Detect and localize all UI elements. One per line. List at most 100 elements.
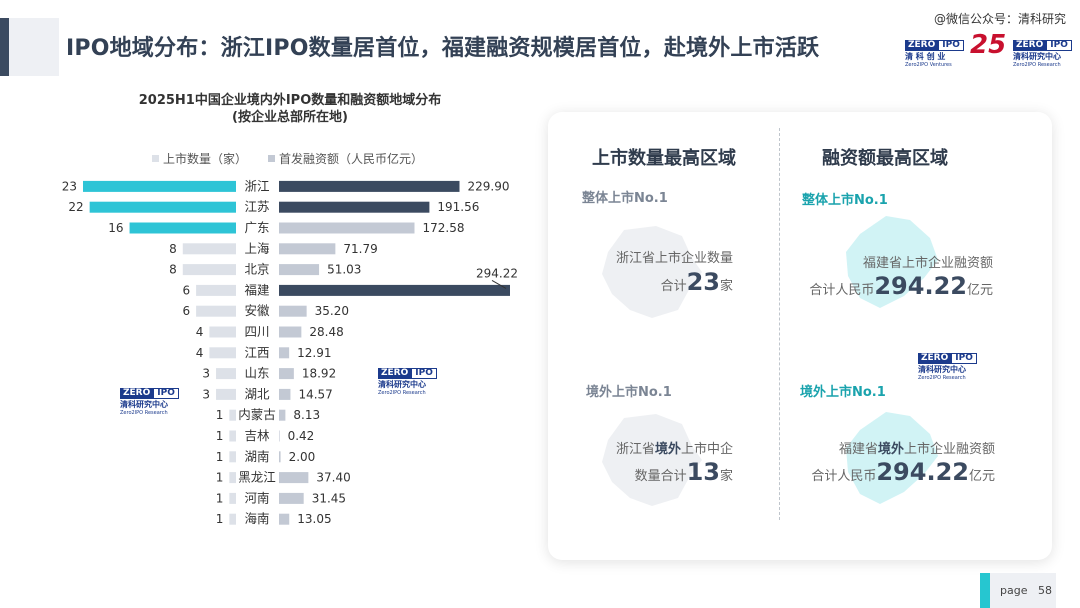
count-label-row-3: 8 <box>169 242 177 256</box>
legend-count: 上市数量（家） <box>152 150 247 167</box>
page-number: page 58 <box>1000 584 1052 597</box>
count-label-row-1: 22 <box>68 200 83 214</box>
right-column-heading: 融资额最高区域 <box>822 148 948 169</box>
zero2ipo-ventures-logo: ZERO IPO 清 科 创 业 Zero2IPO Ventures <box>905 32 964 68</box>
category-label-row-2: 广东 <box>244 220 269 235</box>
chart-subtitle: (按企业总部所在地) <box>232 110 348 125</box>
amount-label-row-7: 28.48 <box>309 325 343 339</box>
left-bottom-number: 13 <box>686 458 720 486</box>
amount-bar-row-15 <box>279 492 304 504</box>
category-label-row-14: 黑龙江 <box>238 470 276 485</box>
amount-bar-row-8 <box>279 347 290 359</box>
amount-bar-row-0 <box>279 180 460 192</box>
right-bottom-number: 294.22 <box>876 458 969 486</box>
right-top-line1: 福建省上市企业融资额 <box>862 256 993 271</box>
count-bar-row-5 <box>196 284 236 296</box>
count-label-row-2: 16 <box>108 221 123 235</box>
chart-research-logo-left: ZERO IPO 清科研究中心 Zero2IPO Research <box>120 380 179 416</box>
count-bar-row-12 <box>229 430 236 442</box>
category-label-row-15: 河南 <box>244 490 269 505</box>
amount-bar-row-4 <box>279 264 320 276</box>
count-bar-row-7 <box>209 326 236 338</box>
zhejiang-map-icon-2 <box>602 414 702 506</box>
amount-bar-row-10 <box>279 388 291 400</box>
count-label-row-0: 23 <box>62 179 77 193</box>
amount-label-row-8: 12.91 <box>297 346 331 360</box>
category-label-row-11: 内蒙古 <box>238 407 276 422</box>
zero2ipo-research-logo: ZERO IPO 清科研究中心 Zero2IPO Research <box>1013 32 1072 68</box>
amount-label-row-12: 0.42 <box>288 429 315 443</box>
amount-label-row-3: 71.79 <box>343 242 377 256</box>
left-top-line2: 合计23家 <box>660 268 733 296</box>
amount-bar-row-6 <box>279 305 307 317</box>
count-label-row-13: 1 <box>216 450 224 464</box>
count-bar-row-6 <box>196 305 236 317</box>
count-bar-row-1 <box>89 201 236 213</box>
count-label-row-14: 1 <box>216 471 224 485</box>
legend-amount-swatch <box>268 155 275 162</box>
count-bar-row-8 <box>209 347 236 359</box>
amount-label-row-1: 191.56 <box>437 200 479 214</box>
count-bar-row-0 <box>83 180 236 192</box>
amount-bar-row-9 <box>279 368 294 380</box>
amount-label-row-9: 18.92 <box>302 367 336 381</box>
amount-bar-row-7 <box>279 326 302 338</box>
count-bar-row-4 <box>182 264 236 276</box>
panel-divider <box>779 128 781 520</box>
amount-label-row-2: 172.58 <box>422 221 464 235</box>
amount-bar-row-1 <box>279 201 430 213</box>
chart-research-logo-right: ZERO IPO 清科研究中心 Zero2IPO Research <box>378 360 437 396</box>
category-label-row-9: 山东 <box>244 366 269 381</box>
watermark: @微信公众号：清科研究 <box>933 12 1066 26</box>
count-label-row-10: 3 <box>202 387 210 401</box>
category-label-row-16: 海南 <box>244 511 269 526</box>
anniversary-logo: 25 <box>970 30 1007 60</box>
amount-label-row-4: 51.03 <box>327 263 361 277</box>
category-label-row-1: 江苏 <box>244 199 269 214</box>
count-bar-row-13 <box>229 451 236 463</box>
count-label-row-8: 4 <box>196 346 204 360</box>
page-title: IPO地域分布：浙江IPO数量居首位，福建融资规模居首位，赴境外上市活跃 <box>66 36 820 61</box>
category-label-row-5: 福建 <box>244 282 270 297</box>
amount-bar-row-11 <box>279 409 286 421</box>
count-label-row-15: 1 <box>216 491 224 505</box>
page-number-box <box>990 573 1056 608</box>
title-accent-bar <box>0 18 9 76</box>
title-accent-block <box>9 18 59 76</box>
amount-bar-row-16 <box>279 513 290 525</box>
amount-bar-row-3 <box>279 243 336 255</box>
count-label-row-6: 6 <box>182 304 190 318</box>
count-bar-row-2 <box>129 222 236 234</box>
amount-label-row-10: 14.57 <box>298 387 332 401</box>
amount-bar-row-14 <box>279 472 309 484</box>
count-label-row-9: 3 <box>202 367 210 381</box>
amount-label-row-6: 35.20 <box>315 304 349 318</box>
category-label-row-10: 湖北 <box>244 386 270 401</box>
left-column-heading: 上市数量最高区域 <box>592 148 736 169</box>
right-top-number: 294.22 <box>874 272 967 300</box>
count-label-row-7: 4 <box>196 325 204 339</box>
legend-count-swatch <box>152 155 159 162</box>
count-bar-row-10 <box>216 388 236 400</box>
left-bottom-subheading: 境外上市No.1 <box>586 385 672 400</box>
left-bottom-line1: 浙江省境外上市中企 <box>615 442 733 457</box>
count-label-row-4: 8 <box>169 263 177 277</box>
category-label-row-7: 四川 <box>244 324 269 339</box>
right-bottom-subheading: 境外上市No.1 <box>800 385 886 400</box>
amount-bar-row-2 <box>279 222 415 234</box>
count-label-row-16: 1 <box>216 512 224 526</box>
right-top-subheading: 整体上市No.1 <box>802 193 888 208</box>
chart-title-main: 2025H1中国企业境内外IPO数量和融资额地域分布 <box>138 93 442 108</box>
fujian-map-icon <box>846 216 938 308</box>
left-top-number: 23 <box>686 268 720 296</box>
right-bottom-line1: 福建省境外上市企业融资额 <box>838 442 995 457</box>
legend-amount-label: 首发融资额（人民币亿元） <box>279 152 424 166</box>
count-bar-row-3 <box>182 243 236 255</box>
zhejiang-map-icon <box>602 226 702 318</box>
amount-label-row-14: 37.40 <box>316 471 350 485</box>
count-bar-row-11 <box>229 409 236 421</box>
count-label-row-5: 6 <box>182 283 190 297</box>
amount-bar-row-5 <box>279 284 510 296</box>
category-label-row-4: 北京 <box>244 262 269 277</box>
